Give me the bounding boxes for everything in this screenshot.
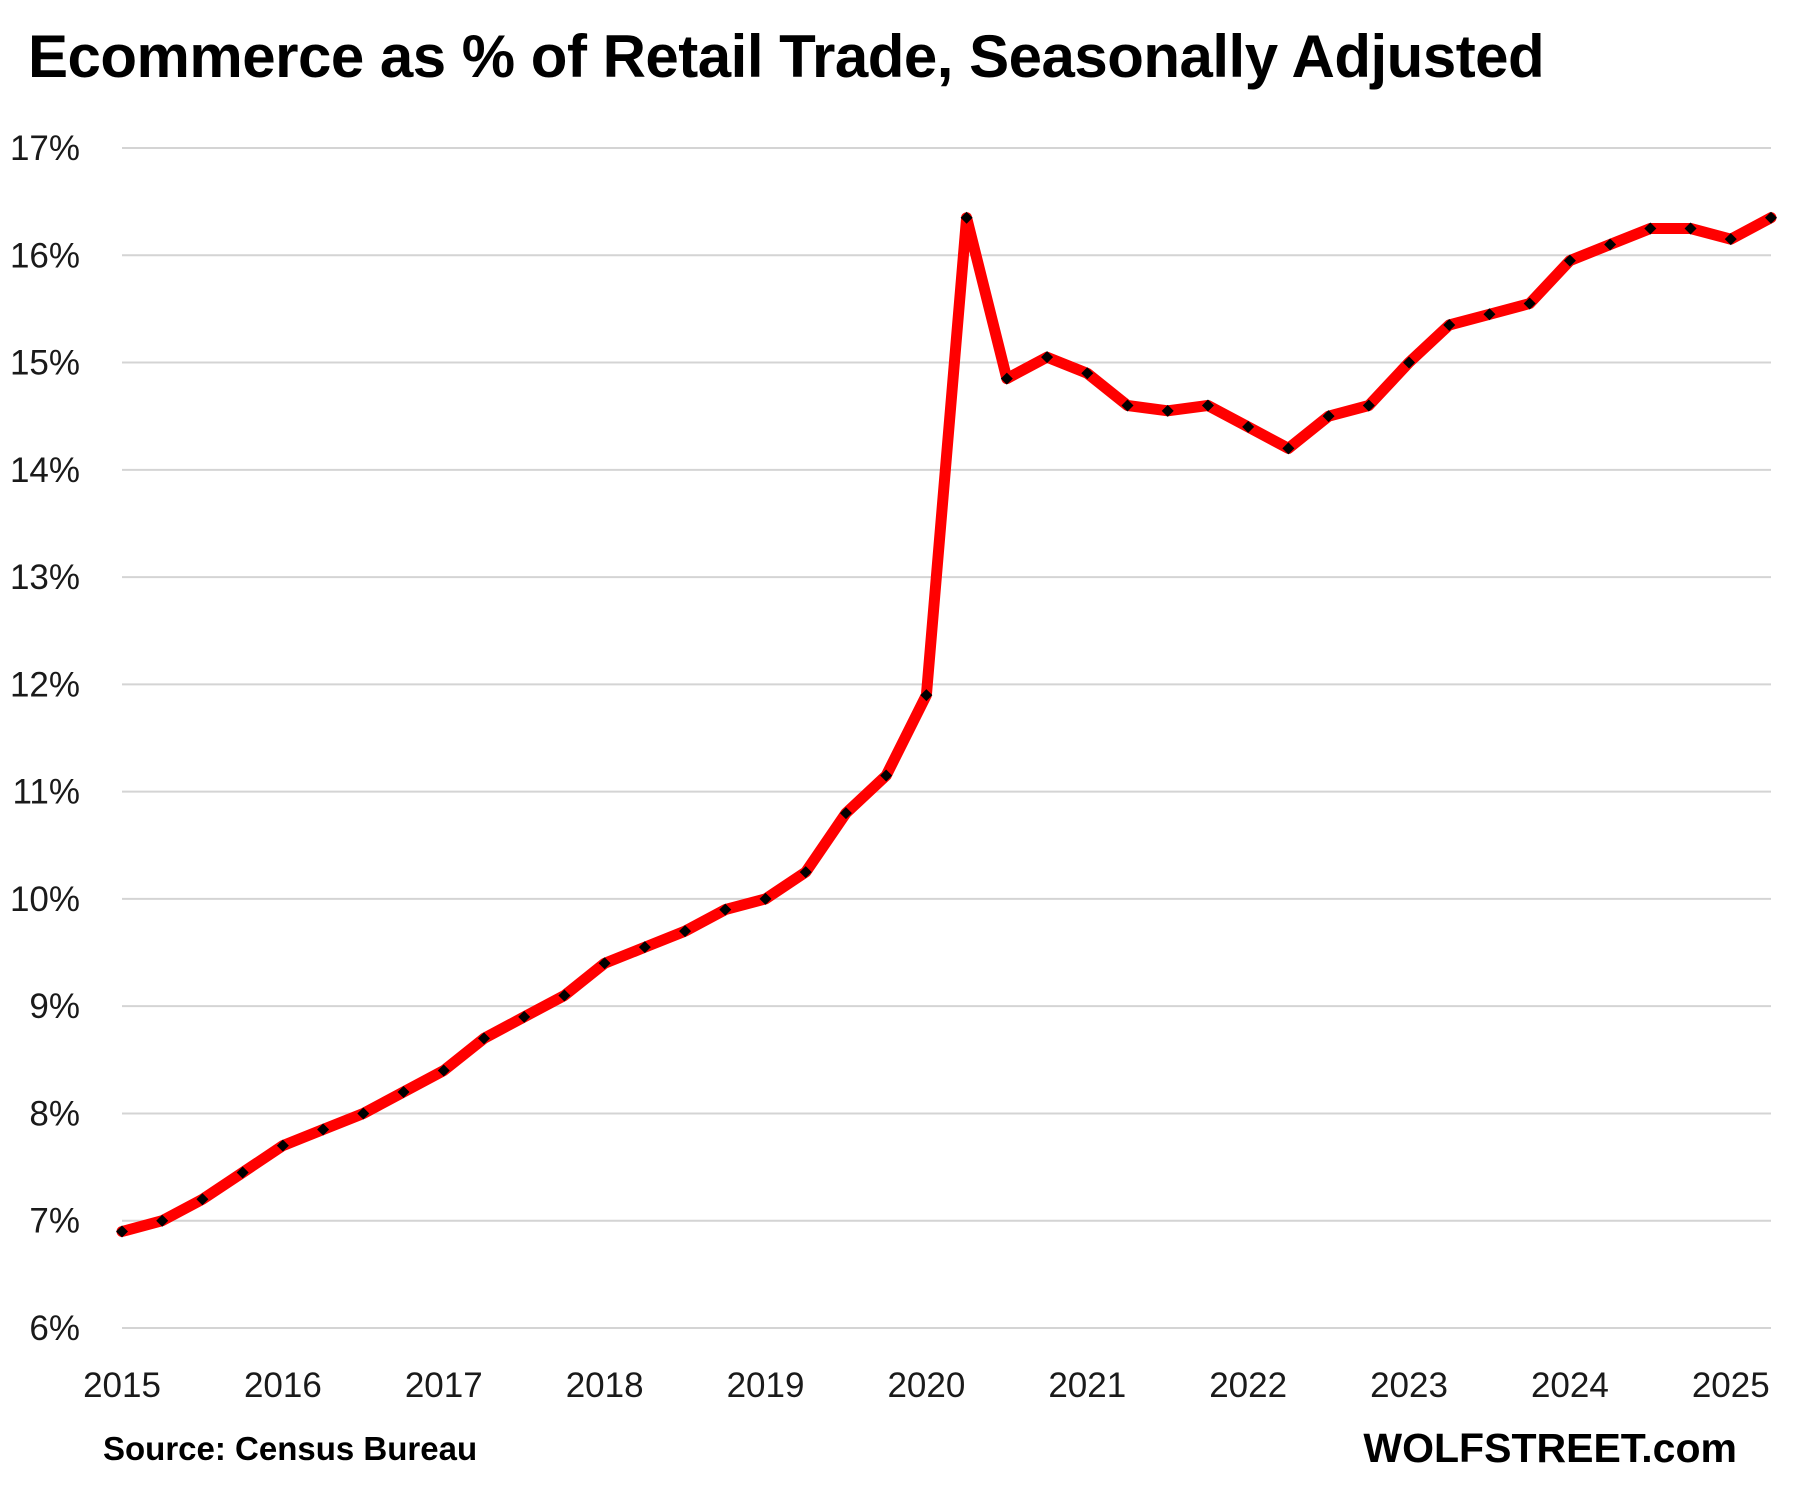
data-point	[1161, 404, 1174, 417]
data-point	[1000, 372, 1013, 385]
data-point	[1765, 211, 1777, 224]
x-tick-label: 2020	[887, 1366, 965, 1405]
y-tick-label: 12%	[10, 665, 80, 704]
data-point	[759, 892, 772, 905]
data-point	[477, 1032, 490, 1045]
data-point	[357, 1107, 370, 1120]
data-point	[1523, 297, 1536, 310]
x-tick-label: 2015	[83, 1366, 161, 1405]
data-point	[1483, 308, 1496, 321]
data-point	[1403, 356, 1416, 369]
series-ecommerce-share	[116, 212, 1777, 1237]
data-point	[1684, 222, 1697, 235]
data-point	[1724, 233, 1737, 246]
data-point	[1242, 420, 1255, 433]
x-tick-label: 2017	[405, 1366, 483, 1405]
x-axis-tick-labels: 2015 2016 2017 2018 2019 2020 2021 2022 2023 2024…	[83, 1366, 1770, 1405]
source-note: Source: Census Bureau	[103, 1430, 478, 1467]
x-tick-label: 2023	[1370, 1366, 1448, 1405]
x-tick-label: 2016	[244, 1366, 322, 1405]
y-tick-label: 10%	[10, 880, 80, 919]
x-tick-label: 2022	[1209, 1366, 1287, 1405]
x-tick-label: 2024	[1531, 1366, 1609, 1405]
y-tick-label: 6%	[29, 1309, 80, 1348]
y-tick-label: 11%	[13, 773, 80, 812]
data-point	[719, 903, 732, 916]
data-point	[638, 941, 651, 954]
y-tick-label: 7%	[29, 1202, 80, 1241]
data-point	[276, 1139, 289, 1152]
data-point	[598, 957, 611, 970]
data-point	[1644, 222, 1657, 235]
data-point-markers	[116, 211, 1777, 1238]
data-point	[437, 1064, 450, 1077]
y-tick-label: 15%	[10, 344, 80, 383]
data-point	[518, 1010, 531, 1023]
data-point	[679, 925, 692, 938]
y-axis-tick-labels: 6% 7% 8% 9% 10% 11% 12% 13% 14% 15% 16% 17%	[10, 129, 80, 1348]
data-point	[156, 1214, 169, 1227]
data-point	[1604, 238, 1617, 251]
data-point	[196, 1193, 209, 1206]
data-point	[839, 807, 852, 820]
data-point	[1282, 442, 1295, 455]
data-point	[1362, 399, 1375, 412]
data-point	[1041, 351, 1054, 364]
gridlines	[122, 147, 1771, 1329]
chart-title: Ecommerce as % of Retail Trade, Seasonal…	[28, 23, 1545, 90]
data-point	[920, 689, 933, 702]
data-point	[1201, 399, 1214, 412]
y-tick-label: 14%	[10, 451, 80, 490]
series-line	[116, 212, 1777, 1237]
x-tick-label: 2025	[1692, 1366, 1770, 1405]
y-tick-label: 17%	[10, 129, 80, 168]
data-point	[236, 1166, 249, 1179]
data-point	[1081, 367, 1094, 380]
x-tick-label: 2018	[566, 1366, 644, 1405]
data-point	[880, 769, 893, 782]
data-point	[116, 1225, 128, 1238]
x-tick-label: 2019	[727, 1366, 805, 1405]
x-tick-label: 2021	[1048, 1366, 1126, 1405]
data-point	[1443, 319, 1456, 331]
y-tick-label: 13%	[10, 558, 80, 597]
data-point	[397, 1086, 410, 1098]
data-point	[799, 866, 812, 879]
data-point	[1121, 399, 1134, 412]
data-point	[1322, 410, 1335, 423]
data-point	[558, 989, 571, 1002]
data-point	[317, 1123, 330, 1136]
brand-watermark: WOLFSTREET.com	[1363, 1425, 1737, 1471]
y-tick-label: 16%	[10, 236, 80, 275]
data-point	[1563, 254, 1576, 267]
data-point	[960, 211, 973, 224]
y-tick-label: 9%	[29, 987, 80, 1026]
y-tick-label: 8%	[29, 1094, 80, 1133]
